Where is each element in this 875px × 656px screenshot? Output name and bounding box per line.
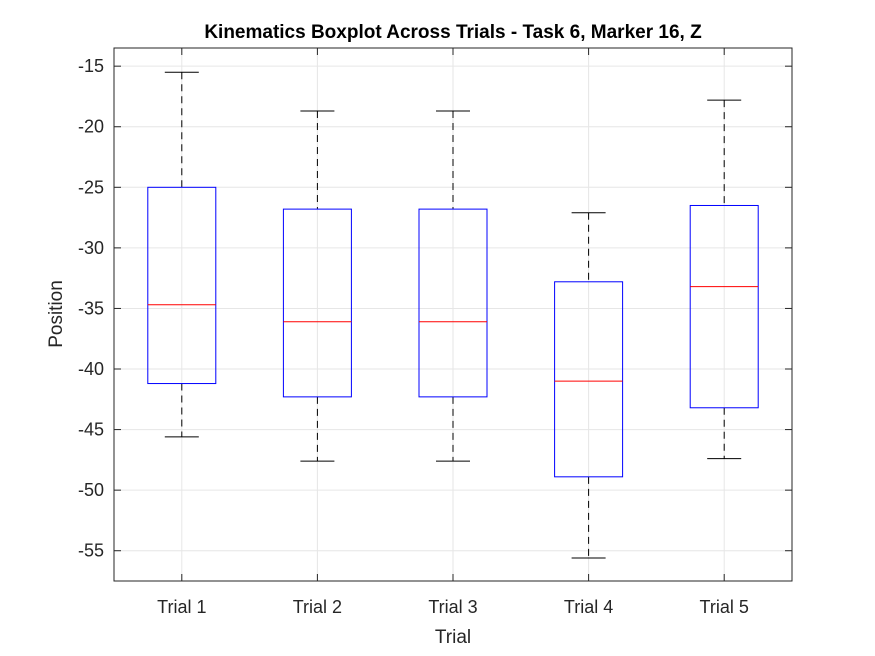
- iqr-box: [689, 204, 759, 409]
- y-tick-label: -20: [78, 117, 104, 137]
- y-tick-label: -40: [78, 359, 104, 379]
- box-1: [147, 71, 217, 438]
- x-tick-label: Trial 3: [428, 597, 477, 617]
- chart-title: Kinematics Boxplot Across Trials - Task …: [204, 22, 702, 43]
- y-tick-label: -15: [78, 56, 104, 76]
- boxes: [147, 71, 759, 559]
- y-tick-label: -45: [78, 420, 104, 440]
- y-tick-label: -50: [78, 480, 104, 500]
- box-4: [554, 212, 624, 559]
- y-tick-label: -55: [78, 541, 104, 561]
- iqr-box: [418, 208, 488, 398]
- x-tick-label: Trial 5: [700, 597, 749, 617]
- box-2: [282, 110, 352, 462]
- x-tick-label: Trial 2: [293, 597, 342, 617]
- iqr-box: [282, 208, 352, 398]
- y-tick-label: -35: [78, 298, 104, 318]
- x-axis-label: Trial: [435, 627, 471, 648]
- x-tick-label: Trial 4: [564, 597, 613, 617]
- y-axis-ticks: -55 -50 -45 -40 -35 -30 -25 -20 -15: [78, 56, 792, 561]
- iqr-box: [147, 186, 217, 385]
- y-axis-label: Position: [46, 280, 67, 348]
- iqr-box: [554, 281, 624, 478]
- x-tick-label: Trial 1: [157, 597, 206, 617]
- y-tick-label: -30: [78, 238, 104, 258]
- box-5: [689, 99, 759, 460]
- box-3: [418, 110, 488, 462]
- x-axis-ticks: Trial 1 Trial 2 Trial 3 Trial 4 Trial 5: [157, 48, 749, 617]
- y-tick-label: -25: [78, 177, 104, 197]
